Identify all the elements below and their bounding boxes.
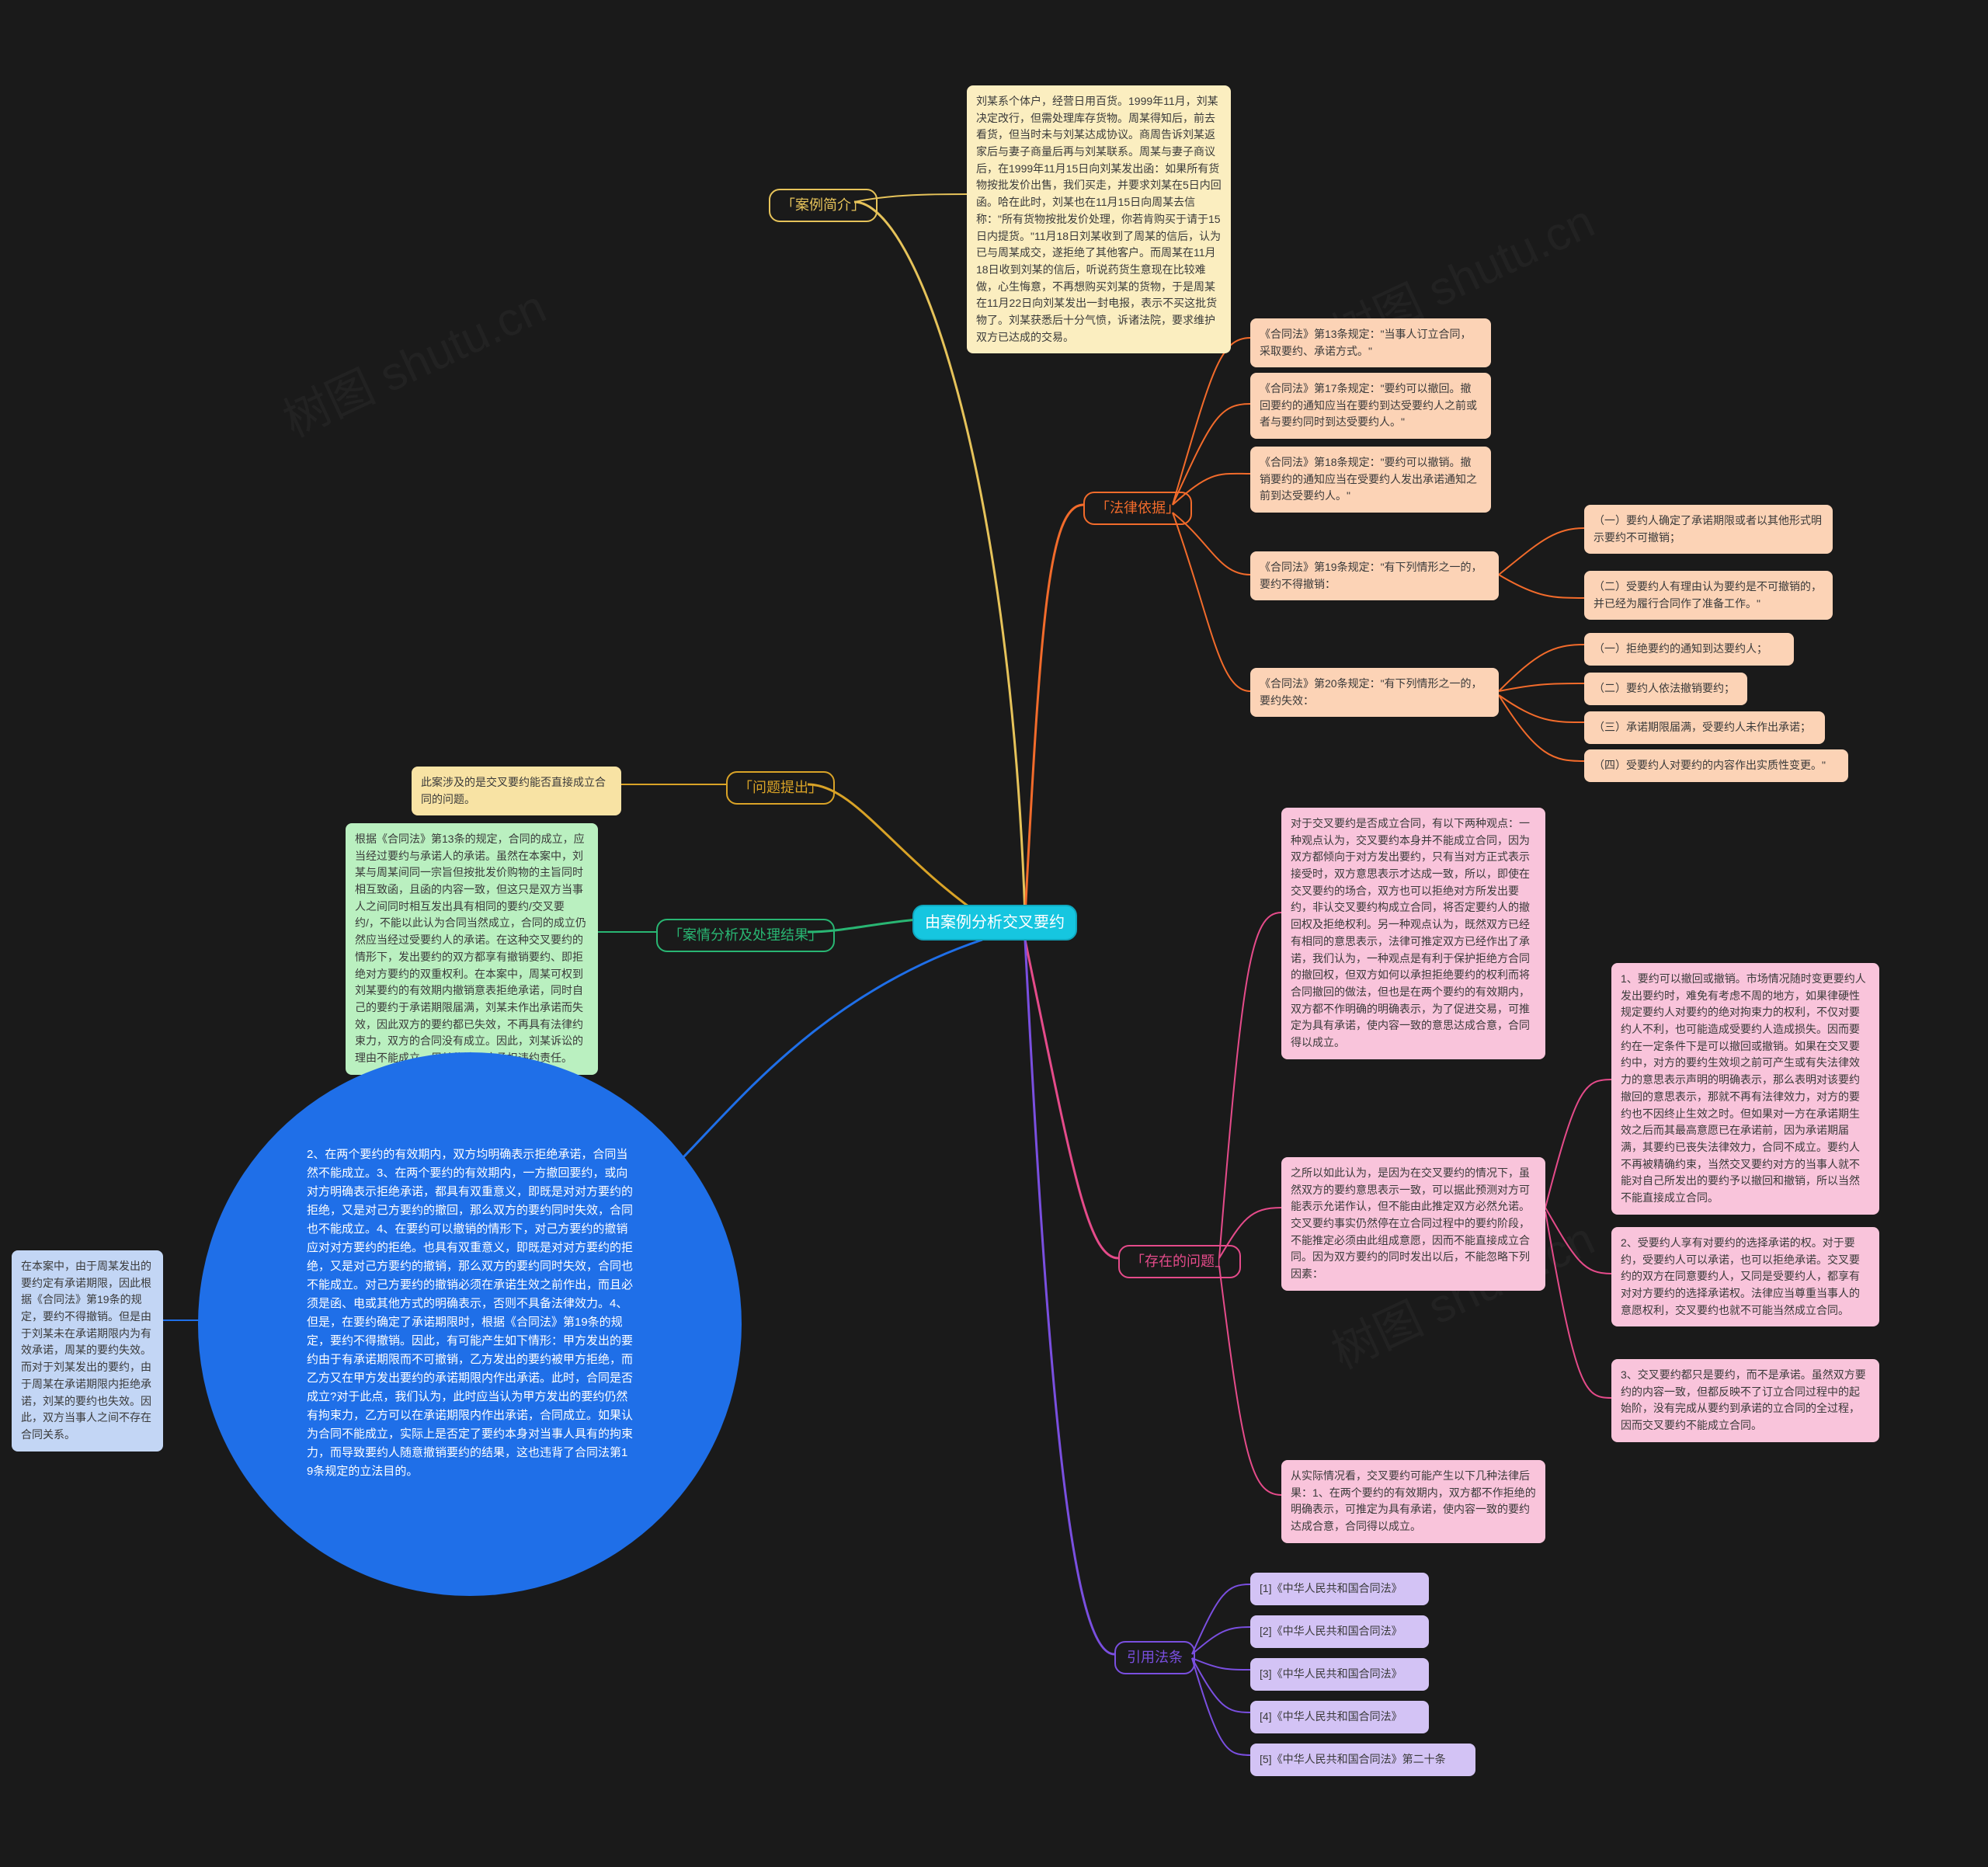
- leaf-case-intro: 刘某系个体户，经营日用百货。1999年11月，刘某决定改行，但需处理库存货物。周…: [967, 85, 1231, 353]
- leaf-citation-1: [1]《中华人民共和国合同法》: [1250, 1573, 1429, 1605]
- leaf-analysis: 根据《合同法》第13条的规定，合同的成立，应当经过要约与承诺人的承诺。虽然在本案…: [346, 823, 598, 1075]
- leaf-problems-sub3: 3、交叉要约都只是要约，而不是承诺。虽然双方要约的内容一致，但都反映不了订立合同…: [1611, 1359, 1879, 1442]
- leaf-citation-5: [5]《中华人民共和国合同法》第二十条: [1250, 1744, 1475, 1776]
- leaf-legal-13: 《合同法》第13条规定："当事人订立合同，采取要约、承诺方式。": [1250, 318, 1491, 367]
- leaf-legal-19-sub1: （一）要约人确定了承诺期限或者以其他形式明示要约不可撤销；: [1584, 505, 1833, 554]
- leaf-legal-20: 《合同法》第20条规定："有下列情形之一的，要约失效：: [1250, 668, 1499, 717]
- leaf-legal-20-sub2: （二）要约人依法撤销要约；: [1584, 673, 1747, 705]
- leaf-bigblue: 在本案中，由于周某发出的要约定有承诺期限，因此根据《合同法》第19条的规定，要约…: [12, 1250, 163, 1452]
- branch-legal-basis[interactable]: 「法律依据」: [1083, 492, 1192, 525]
- leaf-problems-p1: 对于交叉要约是否成立合同，有以下两种观点：一种观点认为，交叉要约本身并不能成立合…: [1281, 808, 1545, 1059]
- leaf-legal-17: 《合同法》第17条规定："要约可以撤回。撤回要约的通知应当在要约到达受要约人之前…: [1250, 373, 1491, 439]
- leaf-legal-19-sub2: （二）受要约人有理由认为要约是不可撤销的，并已经为履行合同作了准备工作。": [1584, 571, 1833, 620]
- leaf-problems-p2: 之所以如此认为，是因为在交叉要约的情况下，虽然双方的要约意思表示一致，可以据此预…: [1281, 1157, 1545, 1291]
- branch-citations[interactable]: 引用法条: [1114, 1641, 1195, 1674]
- leaf-question: 此案涉及的是交叉要约能否直接成立合同的问题。: [412, 767, 621, 815]
- watermark: 树图 shutu.cn: [271, 269, 555, 450]
- leaf-citation-3: [3]《中华人民共和国合同法》: [1250, 1658, 1429, 1691]
- branch-case-intro[interactable]: 「案例简介」: [769, 189, 878, 222]
- leaf-problems-p3: 从实际情况看，交叉要约可能产生以下几种法律后果：1、在两个要约的有效期内，双方都…: [1281, 1460, 1545, 1543]
- leaf-citation-2: [2]《中华人民共和国合同法》: [1250, 1615, 1429, 1648]
- root-node[interactable]: 由案例分析交叉要约: [912, 905, 1077, 940]
- branch-question[interactable]: 「问题提出」: [726, 771, 835, 805]
- branch-problems[interactable]: 「存在的问题」: [1118, 1245, 1241, 1278]
- leaf-problems-sub2: 2、受要约人享有对要约的选择承诺的权。对于要约，受要约人可以承诺，也可以拒绝承诺…: [1611, 1227, 1879, 1326]
- leaf-problems-sub1: 1、要约可以撤回或撤销。市场情况随时变更要约人发出要约时，难免有考虑不周的地方，…: [1611, 963, 1879, 1215]
- leaf-legal-20-sub4: （四）受要约人对要约的内容作出实质性变更。": [1584, 749, 1848, 782]
- leaf-legal-18: 《合同法》第18条规定："要约可以撤销。撤销要约的通知应当在受要约人发出承诺通知…: [1250, 447, 1491, 513]
- leaf-citation-4: [4]《中华人民共和国合同法》: [1250, 1701, 1429, 1733]
- big-blue-node[interactable]: 2、在两个要约的有效期内，双方均明确表示拒绝承诺，合同当然不能成立。3、在两个要…: [198, 1052, 742, 1596]
- branch-analysis[interactable]: 「案情分析及处理结果」: [656, 919, 835, 952]
- big-blue-text: 2、在两个要约的有效期内，双方均明确表示拒绝承诺，合同当然不能成立。3、在两个要…: [307, 1146, 633, 1481]
- leaf-legal-19: 《合同法》第19条规定："有下列情形之一的，要约不得撤销：: [1250, 551, 1499, 600]
- leaf-legal-20-sub1: （一）拒绝要约的通知到达要约人；: [1584, 633, 1794, 666]
- leaf-legal-20-sub3: （三）承诺期限届满，受要约人未作出承诺；: [1584, 711, 1825, 744]
